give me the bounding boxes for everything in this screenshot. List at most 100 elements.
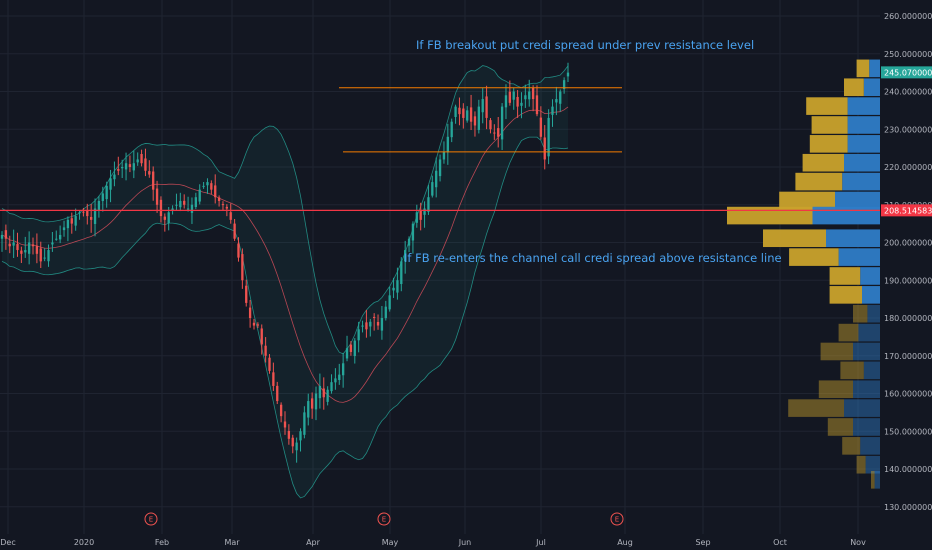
candle-body [152,171,155,190]
candle-body [206,182,209,186]
volume-profile-down-bar [789,248,839,266]
candle-body [62,227,66,231]
price-tick-label: 200.00000000 [884,239,932,248]
candle-body [20,250,23,254]
candle-body [543,137,546,160]
price-tag[interactable] [881,204,932,217]
candle-body [221,204,225,206]
candle-body [504,95,508,108]
candle-body [198,189,201,202]
volume-profile-down-bar [727,206,813,225]
candle-body [411,223,415,241]
candle-body [489,120,492,130]
candle-body [500,106,504,140]
candle-body [217,197,221,201]
time-tick-label: Feb [155,538,169,547]
candle-body [330,382,333,392]
candle-body [183,200,186,205]
annotations: If FB breakout put credi spread under pr… [404,38,782,265]
time-tick-label: Apr [306,538,321,547]
candle-body [423,208,426,215]
earnings-marker-label: E [615,516,619,524]
candle-body [8,243,11,247]
candle-body [551,106,554,115]
candle-body [202,185,205,187]
candle-body [55,238,58,240]
price-axis[interactable]: 260.00000000 250.00000000 240.00000000 230.… [880,0,932,550]
candle-body [179,200,182,208]
volume-profile-up-bar [847,135,880,153]
candle-body [497,128,500,137]
annotation-breakout[interactable]: If FB breakout put credi spread under pr… [416,38,754,52]
price-tick-label: 190.00000000 [884,276,932,285]
candle-body [516,96,519,107]
candle-body [252,322,256,326]
candle-body [256,324,260,326]
annotation-reenter[interactable]: If FB re-enters the channel call credi s… [404,251,782,265]
volume-profile-down-bar [795,172,843,191]
earnings-marker[interactable] [610,512,624,526]
candle-body [194,197,197,207]
candle-body [4,230,8,239]
horizontal-lines[interactable] [0,87,880,211]
price-tag[interactable] [881,66,932,79]
candle-body [431,182,434,196]
candle-body [12,242,15,246]
earnings-marker[interactable] [144,512,158,526]
candle-body [190,204,194,213]
volume-profile-up-bar [860,267,880,285]
time-axis[interactable]: Dec 2020 Feb Mar Apr May Jun Jul Aug Sep Oct Nov [0,534,932,550]
volume-profile-up-bar [869,59,880,78]
candle-body [566,72,570,77]
candle-body [539,117,543,137]
candle-body [0,234,4,239]
volume-profile-down-bar [856,455,866,474]
bollinger-lower [1,136,569,499]
candle-body [210,183,213,190]
time-tick-label: 2020 [74,538,94,547]
time-tick-label: Aug [617,538,633,547]
candle-body [365,322,368,330]
candle-body [287,430,291,439]
candle-body [155,188,159,205]
candle-body [291,437,294,447]
candle-body [113,174,116,180]
candle-body [163,216,166,220]
volume-profile-up-bar [844,153,880,172]
candle-body [35,245,39,254]
candle-body [528,91,531,100]
earnings-marker[interactable] [377,512,391,526]
candle-body [442,151,446,160]
candle-body [268,357,271,371]
candle-body [295,442,298,451]
volume-profile-down-bar [829,286,862,304]
candle-body [310,398,314,409]
candle-body [303,412,306,435]
bollinger-upper [1,65,569,355]
candle-body [318,385,322,399]
volume-profile-down-bar [856,59,870,78]
candle-body [435,170,438,188]
candle-body [167,212,170,224]
volume-profile-up-bar [842,172,880,191]
time-tick-label: Dec [0,538,15,547]
candle-body [458,107,461,115]
candle-body [338,374,341,381]
volume-profile-down-bar [763,229,826,248]
candle-body [419,209,422,220]
candle-body [562,80,566,89]
candle-body [16,243,19,251]
candle-body [128,164,132,167]
candle-body [47,250,50,262]
volume-profile-up-bar [847,116,880,134]
candle-body [124,163,128,170]
candle-body [74,216,77,226]
candle-body [78,212,81,214]
candle-body [380,318,384,331]
candle-body [229,212,232,220]
candle-body [248,307,252,318]
volume-profile-down-bar [820,342,853,361]
